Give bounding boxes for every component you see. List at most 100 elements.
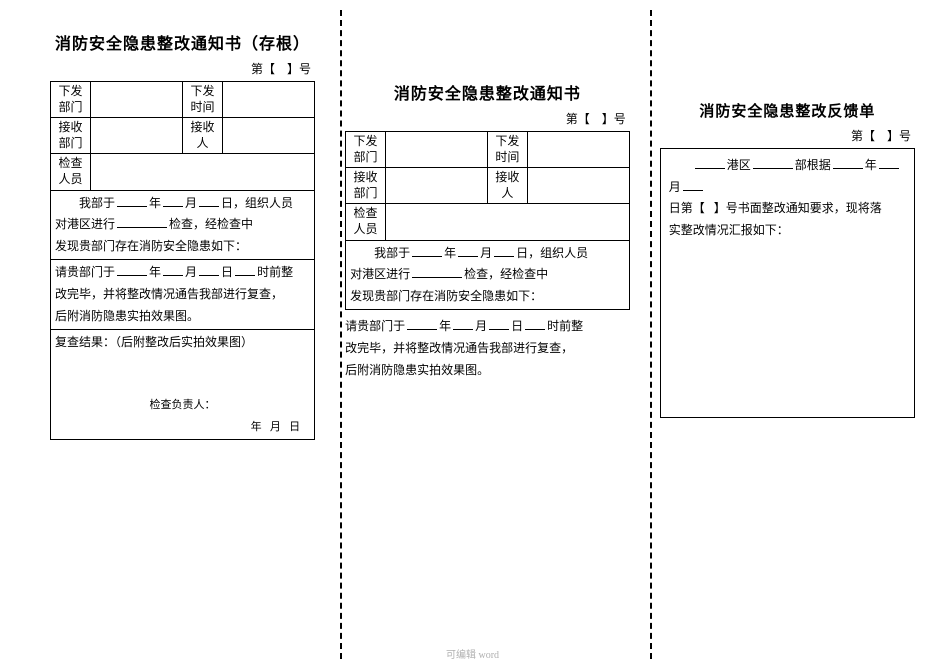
t: 我部于 xyxy=(374,246,410,260)
para2b: 改完毕，并将整改情况通告我部进行复查， xyxy=(55,284,310,306)
para2b: 改完毕，并将整改情况通告我部进行复查， xyxy=(345,338,630,360)
t: 日，组织人员 xyxy=(221,196,293,210)
recv-person-label: 接收 人 xyxy=(183,118,223,154)
para1: 我部于年月日，组织人员 xyxy=(55,193,310,215)
t: 年 xyxy=(439,319,451,333)
recv-dept-label: 接收 部门 xyxy=(51,118,91,154)
t: 】号书面整改通知要求，现将落 xyxy=(714,201,882,215)
column-stub: 消防安全隐患整改通知书（存根） 第【 】号 下发 部门 下发 时间 接收 xyxy=(50,20,315,639)
t: 日 xyxy=(289,421,300,433)
lbl: 人员 xyxy=(354,222,378,236)
recv-dept-value xyxy=(91,118,183,154)
lbl: 部门 xyxy=(354,150,378,164)
recv-person-value xyxy=(223,118,315,154)
recv-dept-label: 接收 部门 xyxy=(346,168,386,204)
findings-cell: 我部于年月日，组织人员 对港区进行检查，经检查中 发现贵部门存在消防安全隐患如下… xyxy=(51,190,315,260)
inspect-label: 检查 人员 xyxy=(51,154,91,190)
deadline-cell: 请贵部门于 年 月 日 时前整 改完毕，并将整改情况通告我部进行复查， 后附消防隐患实拍… xyxy=(51,260,315,330)
date-line: 年 月 日 xyxy=(55,420,310,434)
t: 日 xyxy=(511,319,523,333)
column-feedback: 消防安全隐患整改反馈单 第【 】号 港区部根据年月 日第【 】号书面整改通知要求… xyxy=(660,20,915,639)
t: 年 xyxy=(444,246,456,260)
para1c: 发现贵部门存在消防安全隐患如下： xyxy=(55,236,310,258)
lbl: 接收 xyxy=(191,120,215,134)
lbl: 时间 xyxy=(191,100,215,114)
divider-2 xyxy=(650,10,652,659)
issue-dept-value xyxy=(91,82,183,118)
t: 月 xyxy=(669,180,681,194)
lbl: 部门 xyxy=(354,186,378,200)
lbl: 接收 xyxy=(354,170,378,184)
lbl: 部门 xyxy=(58,136,82,150)
t: 时前整 xyxy=(257,265,293,279)
fb-line1: 港区部根据年月 xyxy=(669,155,906,198)
col2-form-table: 下发 部门 下发 时间 接收 部门 接收 人 xyxy=(345,131,630,310)
para2: 请贵部门于 年 月 日 时前整 xyxy=(55,262,310,284)
column-notice: 消防安全隐患整改通知书 第【 】号 下发 部门 下发 时间 接收 xyxy=(345,20,630,639)
col1-number-line: 第【 】号 xyxy=(50,60,315,77)
col1-title: 消防安全隐患整改通知书（存根） xyxy=(50,30,315,54)
issue-time-value xyxy=(527,132,629,168)
col3-title: 消防安全隐患整改反馈单 xyxy=(660,100,915,121)
fb-line2: 日第【 】号书面整改通知要求，现将落 xyxy=(669,198,906,220)
divider-1 xyxy=(340,10,342,659)
para1b: 对港区进行 检查，经检查中 xyxy=(55,214,310,236)
para1b: 对港区进行 检查，经检查中 xyxy=(350,264,625,286)
signer-label: 检查负责人： xyxy=(55,398,310,412)
t: 年 xyxy=(149,196,161,210)
t: 月 xyxy=(185,265,197,279)
lbl: 下发 xyxy=(58,84,82,98)
lbl: 人员 xyxy=(58,172,82,186)
fb-line3: 实整改情况汇报如下： xyxy=(669,220,906,242)
t: 检查，经检查中 xyxy=(464,267,548,281)
num-suffix: 】号 xyxy=(887,129,911,143)
recv-person-value xyxy=(527,168,629,204)
t: 部根据 xyxy=(795,158,831,172)
findings-cell: 我部于 年 月 日，组织人员 对港区进行 检查，经检查中 发现贵部门存在消防安全隐患如下… xyxy=(346,240,630,310)
t: 月 xyxy=(185,196,197,210)
t: 日第【 xyxy=(669,201,705,215)
t: 时前整 xyxy=(547,319,583,333)
lbl: 下发 xyxy=(191,84,215,98)
lbl: 接收 xyxy=(495,170,519,184)
t: 月 xyxy=(480,246,492,260)
inspect-value xyxy=(91,154,315,190)
feedback-box: 港区部根据年月 日第【 】号书面整改通知要求，现将落 实整改情况汇报如下： xyxy=(660,148,915,418)
issue-dept-label: 下发 部门 xyxy=(346,132,386,168)
t: 检查，经检查中 xyxy=(169,217,253,231)
lbl: 下发 xyxy=(495,134,519,148)
t: 年 xyxy=(251,421,262,433)
t: 日，组织人员 xyxy=(516,246,588,260)
inspect-value xyxy=(386,204,630,240)
para2c: 后附消防隐患实拍效果图。 xyxy=(55,306,310,328)
lbl: 人 xyxy=(197,136,209,150)
review-cell: 复查结果：（后附整改后实拍效果图） 检查负责人： 年 月 日 xyxy=(51,330,315,440)
lbl: 检查 xyxy=(58,156,82,170)
footer-watermark: 可编辑 word xyxy=(0,646,945,661)
t: 对港区进行 xyxy=(350,267,410,281)
para1: 我部于 年 月 日，组织人员 xyxy=(350,243,625,265)
issue-time-label: 下发 时间 xyxy=(183,82,223,118)
recv-dept-value xyxy=(386,168,488,204)
t: 年 xyxy=(149,265,161,279)
para2: 请贵部门于年月日时前整 xyxy=(345,316,630,338)
page: 消防安全隐患整改通知书（存根） 第【 】号 下发 部门 下发 时间 接收 xyxy=(0,0,945,669)
t: 日 xyxy=(221,265,233,279)
lbl: 部门 xyxy=(58,100,82,114)
lbl: 接收 xyxy=(58,120,82,134)
t: 对港区进行 xyxy=(55,217,115,231)
num-suffix: 】号 xyxy=(287,62,311,76)
lbl: 下发 xyxy=(354,134,378,148)
issue-dept-label: 下发 部门 xyxy=(51,82,91,118)
para1c: 发现贵部门存在消防安全隐患如下： xyxy=(350,286,625,308)
lbl: 时间 xyxy=(495,150,519,164)
col3-number-line: 第【 】号 xyxy=(660,127,915,144)
t: 请贵部门于 xyxy=(345,319,405,333)
para2c: 后附消防隐患实拍效果图。 xyxy=(345,360,630,382)
num-prefix: 第【 xyxy=(566,112,590,126)
issue-dept-value xyxy=(386,132,488,168)
review-label: 复查结果：（后附整改后实拍效果图） xyxy=(55,332,310,354)
recv-person-label: 接收 人 xyxy=(487,168,527,204)
t: 请贵部门于 xyxy=(55,265,115,279)
lbl: 检查 xyxy=(354,206,378,220)
